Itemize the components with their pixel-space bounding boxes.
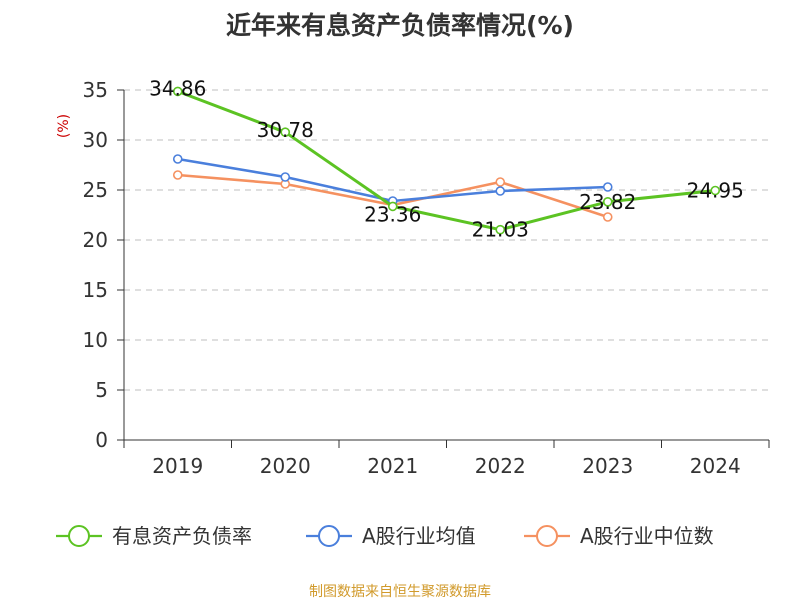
legend-item[interactable]: A股行业中位数 [524,524,714,548]
legend-marker-icon [68,525,90,547]
data-label: 24.95 [687,179,744,203]
data-point [387,201,398,212]
legend-label: 有息资产负债率 [112,524,252,548]
series-line [177,89,716,232]
data-point [495,186,506,196]
x-tick-label: 2019 [152,454,203,478]
y-tick-label: 10 [83,328,108,352]
chart-title: 近年来有息资产负债率情况(%) [226,11,574,40]
y-tick-label: 35 [83,78,108,102]
legend-item[interactable]: A股行业均值 [306,524,476,548]
data-label: 21.03 [472,218,529,242]
axes: 0 5 10 15 20 25 30 35 2019 2020 2021 2022 2023 2024 [83,78,770,478]
data-label: 23.82 [579,190,636,214]
data-point [280,127,291,137]
data-label: 34.86 [149,76,206,100]
legend-marker-icon [318,525,340,547]
gridlines [124,89,769,391]
y-tick-label: 25 [83,178,108,202]
data-point [602,212,613,222]
data-label: 30.78 [257,118,314,142]
data-labels: 34.86 30.78 23.36 21.03 23.82 24.95 [149,76,744,241]
legend-label: A股行业中位数 [580,524,714,548]
x-tick-label: 2021 [367,454,418,478]
data-label: 23.36 [364,202,421,226]
y-tick-label: 20 [83,228,108,252]
source-note: 制图数据来自恒生聚源数据库 [309,584,491,600]
y-tick-label: 0 [95,428,108,452]
y-axis-label: (%) [56,114,72,138]
x-tick-label: 2022 [475,454,526,478]
legend-item[interactable]: 有息资产负债率 [56,524,252,548]
data-point [602,197,613,207]
x-tick-label: 2020 [260,454,311,478]
legend-label: A股行业均值 [362,524,476,548]
y-tick-label: 5 [95,378,108,402]
legend[interactable]: 有息资产负债率 A股行业均值 A股行业中位数 [56,524,714,548]
data-point [495,177,506,187]
data-point [710,185,721,196]
data-point [280,172,291,182]
series-lines [172,86,721,235]
data-point [602,182,613,192]
data-point [495,224,506,235]
data-point [172,154,183,164]
y-tick-label: 30 [83,128,108,152]
data-point [172,86,183,97]
x-tick-label: 2023 [582,454,633,478]
y-tick-label: 15 [83,278,108,302]
legend-marker-icon [536,525,558,547]
x-tick-label: 2024 [690,454,741,478]
data-point [172,170,183,180]
